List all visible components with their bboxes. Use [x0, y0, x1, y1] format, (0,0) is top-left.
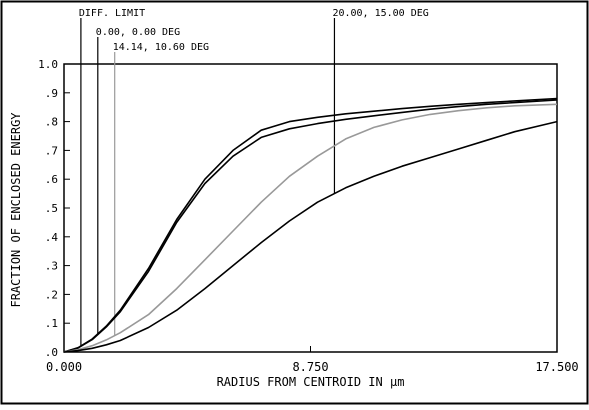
series-line-14-14-10-60-deg: [63, 103, 558, 353]
axis-ticks: .0 .1 .2 .3 .4 .5 .6 .7 .8 .9 1.0 0.000 8.750 17.500: [38, 58, 579, 374]
y-axis-label: FRACTION OF ENCLOSED ENERGY: [9, 112, 23, 308]
y-tick-label: .1: [45, 317, 58, 330]
callouts: DIFF. LIMIT 0.00, 0.00 DEG 14.14, 10.60 DE…: [79, 8, 429, 346]
x-tick-label: 0.000: [46, 360, 82, 374]
y-tick-label: .7: [45, 144, 58, 157]
series-lines: [63, 97, 558, 353]
y-tick-label: 1.0: [38, 58, 58, 71]
y-tick-label: .2: [45, 288, 58, 301]
callout-label: 0.00, 0.00 DEG: [96, 27, 180, 38]
y-tick-label: .4: [45, 231, 59, 244]
x-axis-label: RADIUS FROM CENTROID IN µm: [217, 375, 405, 389]
callout-label: DIFF. LIMIT: [79, 8, 145, 19]
y-tick-label: .6: [45, 173, 58, 186]
series-line-20-00-15-00-deg: [63, 120, 558, 353]
y-tick-label: .0: [45, 346, 58, 359]
y-tick-label: .9: [45, 87, 58, 100]
callout-label: 14.14, 10.60 DEG: [113, 42, 209, 53]
y-tick-label: .8: [45, 116, 58, 129]
x-tick-label: 17.500: [535, 360, 578, 374]
x-tick-label: 8.750: [292, 360, 328, 374]
series-line-0-00-0-00-deg: [63, 99, 558, 353]
callout-label: 20.00, 15.00 DEG: [332, 8, 428, 19]
y-tick-label: .3: [45, 260, 58, 273]
y-tick-label: .5: [45, 202, 58, 215]
